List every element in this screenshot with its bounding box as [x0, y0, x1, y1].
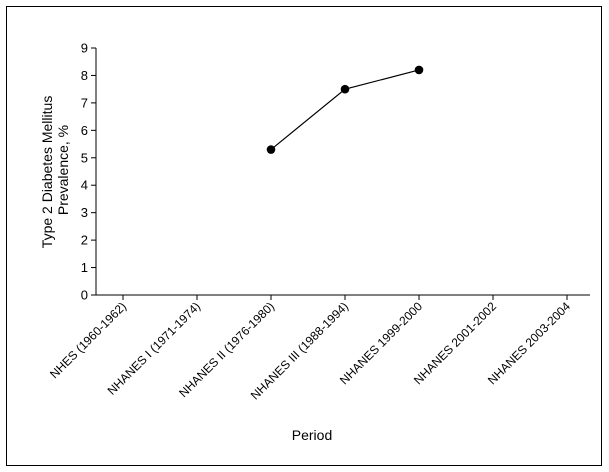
y-tick-label: 9 — [81, 41, 88, 56]
y-axis-title-line-2: Prevalence, % — [55, 125, 71, 215]
x-tick-label: NHANES 2003-2004 — [485, 299, 573, 387]
y-tick-label: 3 — [81, 205, 88, 220]
y-axis-title-line-1: Type 2 Diabetes Mellitus — [39, 96, 55, 249]
y-tick-label: 5 — [81, 150, 88, 165]
series-layer — [266, 65, 424, 154]
y-axis-title: Type 2 Diabetes Mellitus Prevalence, % — [39, 92, 71, 248]
x-axis: NHES (1960-1962)NHANES I (1971-1974)NHAN… — [47, 294, 590, 403]
y-tick-label: 4 — [81, 178, 88, 193]
x-tick-label: NHES (1960-1962) — [47, 299, 129, 381]
chart-frame — [6, 6, 602, 466]
y-tick-label: 0 — [81, 288, 88, 303]
series-line — [270, 69, 420, 151]
x-tick-label: NHANES 1999-2000 — [337, 299, 425, 387]
data-point — [340, 84, 350, 94]
y-tick-label: 1 — [81, 260, 88, 275]
data-point — [414, 65, 424, 75]
data-point — [266, 145, 276, 154]
x-tick-label: NHANES 2001-2002 — [411, 299, 499, 387]
x-axis-title: Period — [292, 427, 332, 443]
y-tick-label: 8 — [81, 68, 88, 83]
y-axis: 0 1 2 3 4 5 6 7 8 9 — [81, 41, 97, 303]
y-tick-label: 6 — [81, 123, 88, 138]
y-tick-label: 2 — [81, 233, 88, 248]
y-tick-label: 7 — [81, 95, 88, 110]
